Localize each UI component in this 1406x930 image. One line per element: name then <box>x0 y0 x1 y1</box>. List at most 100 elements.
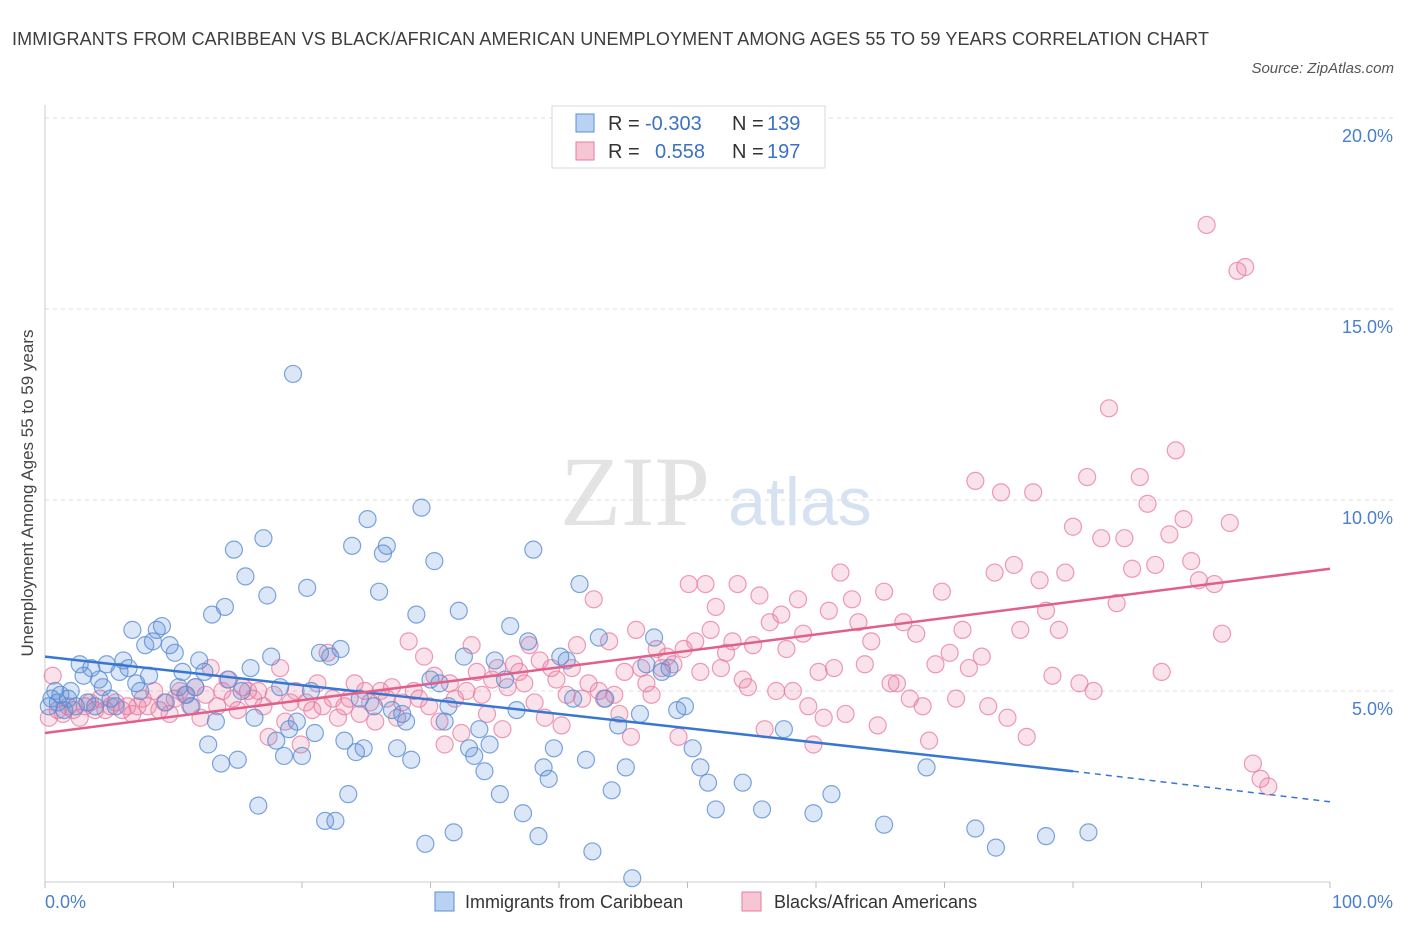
blue-point-147 <box>1036 827 1056 846</box>
pink-point-150 <box>836 704 855 724</box>
blue-point-93 <box>435 712 454 731</box>
pink-point-130 <box>728 574 747 594</box>
pink-point-103 <box>584 590 603 609</box>
blue-point-52 <box>249 796 268 815</box>
pink-point-169 <box>959 658 979 678</box>
pink-point-158 <box>887 674 907 693</box>
blue-point-134 <box>683 739 702 758</box>
blue-point-56 <box>267 731 286 750</box>
blue-point-127 <box>630 704 650 724</box>
pink-point-55 <box>328 708 348 727</box>
pink-point-201 <box>1182 552 1201 571</box>
pink-point-157 <box>881 674 900 693</box>
pink-point-97 <box>552 716 571 735</box>
pink-point-71 <box>414 647 434 666</box>
blue-point-109 <box>519 632 538 651</box>
blue-point-46 <box>224 540 243 559</box>
pink-point-175 <box>998 708 1017 727</box>
pink-point-176 <box>1004 555 1023 575</box>
pink-point-206 <box>1220 513 1239 533</box>
chart-title: IMMIGRANTS FROM CARIBBEAN VS BLACK/AFRIC… <box>12 29 1210 49</box>
legend-blue-r-value: -0.303 <box>645 113 702 135</box>
blue-point-59 <box>280 720 299 739</box>
pink-point-185 <box>1063 517 1083 536</box>
pink-point-203 <box>1197 215 1216 235</box>
blue-point-135 <box>691 758 710 777</box>
pink-point-180 <box>1030 571 1049 590</box>
blue-point-39 <box>195 662 214 682</box>
pink-point-211 <box>1259 777 1278 796</box>
blue-point-10 <box>74 666 93 685</box>
legend-blue-r-label: R = <box>608 113 640 135</box>
x-tick-label-min: 0.0% <box>45 892 86 912</box>
pink-point-164 <box>926 655 945 674</box>
blue-point-19 <box>110 662 129 682</box>
pink-point-168 <box>953 620 972 639</box>
blue-point-30 <box>156 693 175 712</box>
chart-source: Source: ZipAtlas.com <box>1251 60 1394 77</box>
pink-point-200 <box>1174 509 1193 529</box>
pink-point-9 <box>86 700 105 720</box>
bottom-legend-blue-swatch <box>434 891 455 912</box>
pink-point-156 <box>875 582 894 601</box>
blue-point-32 <box>165 643 184 662</box>
y-tick-labels: 5.0% 10.0% 15.0% 20.0% <box>1342 126 1393 719</box>
pink-point-151 <box>842 590 862 609</box>
blue-point-42 <box>206 712 226 731</box>
blue-point-99 <box>465 746 484 766</box>
pink-point-113 <box>637 674 656 693</box>
blue-point-47 <box>228 750 247 769</box>
blue-point-29 <box>152 616 172 636</box>
blue-series-points <box>39 364 1098 888</box>
blue-point-113 <box>539 769 558 788</box>
y-tick-label-15: 15.0% <box>1342 317 1393 337</box>
pink-point-177 <box>1011 620 1030 639</box>
pink-point-47 <box>286 681 305 701</box>
pink-point-183 <box>1049 620 1068 639</box>
pink-point-196 <box>1146 555 1165 575</box>
blue-point-111 <box>529 827 548 846</box>
blue-point-37 <box>186 678 205 697</box>
blue-point-60 <box>283 364 303 384</box>
blue-point-76 <box>354 739 373 758</box>
pink-point-191 <box>1107 594 1126 613</box>
y-axis-title: Unemployment Among Ages 55 to 59 years <box>18 330 37 657</box>
legend-pink-swatch <box>575 141 595 161</box>
pink-point-6 <box>70 708 89 727</box>
bottom-legend-pink-label: Blacks/African Americans <box>774 892 977 912</box>
pink-point-74 <box>430 712 449 731</box>
blue-point-112 <box>534 758 553 777</box>
pink-point-210 <box>1251 769 1270 788</box>
pink-point-190 <box>1099 399 1119 418</box>
blue-point-77 <box>358 509 377 529</box>
blue-point-62 <box>292 746 312 766</box>
y-tick-label-20: 20.0% <box>1342 126 1393 146</box>
blue-point-43 <box>211 754 231 773</box>
pink-point-146 <box>814 708 833 727</box>
pink-point-90 <box>515 674 534 693</box>
pink-point-197 <box>1152 662 1171 682</box>
blue-point-40 <box>199 735 218 754</box>
pink-point-124 <box>696 574 715 594</box>
pink-point-144 <box>804 735 823 754</box>
legend-pink-r-value: 0.558 <box>655 141 705 163</box>
pink-point-145 <box>809 662 828 682</box>
pink-point-50 <box>303 700 322 720</box>
blue-point-133 <box>675 697 695 716</box>
blue-point-48 <box>232 681 251 701</box>
pink-point-83 <box>477 704 497 724</box>
legend-pink-n-value: 197 <box>767 141 800 163</box>
pink-point-186 <box>1070 674 1089 693</box>
blue-point-36 <box>182 697 201 716</box>
pink-point-62 <box>366 712 385 731</box>
watermark-zip: ZIP <box>560 436 710 547</box>
pink-point-78 <box>452 723 471 743</box>
pink-point-165 <box>932 582 952 601</box>
pink-point-193 <box>1123 559 1142 578</box>
blue-point-55 <box>262 647 281 666</box>
blue-point-126 <box>623 869 642 888</box>
pink-point-92 <box>525 693 544 712</box>
blue-point-51 <box>245 708 264 727</box>
blue-point-120 <box>583 842 602 861</box>
blue-point-123 <box>602 781 621 800</box>
